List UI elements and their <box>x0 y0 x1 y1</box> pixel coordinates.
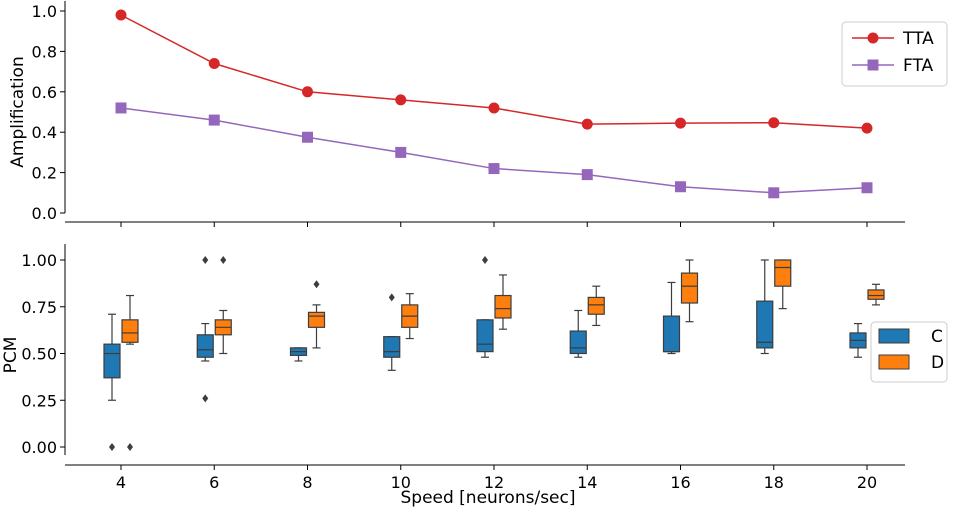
box-outlier-c <box>202 256 209 264</box>
legend-marker-fta <box>867 59 879 71</box>
box-d <box>494 294 512 319</box>
box-outlier-c <box>202 394 209 403</box>
pcm-x-tick-label: 10 <box>391 473 411 492</box>
legend-label-c: C <box>931 327 943 347</box>
box-outlier-c <box>388 293 395 302</box>
pcm-y-tick-label: 1.00 <box>21 251 57 270</box>
legend-marker-tta <box>867 32 879 44</box>
legend-label-d: D <box>931 353 944 373</box>
legend-label-tta: TTA <box>902 29 934 49</box>
amplification-y-tick-label: 0.4 <box>32 123 57 142</box>
series-point-fta <box>302 131 313 143</box>
series-point-fta <box>395 146 407 158</box>
series-point-fta <box>861 182 873 194</box>
box-d <box>680 272 699 304</box>
series-point-fta <box>208 114 220 126</box>
pcm-y-tick-label: 0.00 <box>21 438 57 457</box>
box-d <box>121 319 139 343</box>
amplification-legend: TTA FTA <box>841 21 948 87</box>
legend-patch-c <box>878 328 910 344</box>
series-point-tta <box>488 102 500 114</box>
box-d <box>307 311 326 328</box>
series-point-tta <box>861 122 873 134</box>
series-point-tta <box>768 117 780 129</box>
box-outlier-d <box>127 443 133 451</box>
pcm-axis-label: PCM <box>1 337 21 374</box>
series-point-fta <box>768 187 780 199</box>
box-c <box>756 300 774 349</box>
amplification-y-tick-label: 0.0 <box>32 204 57 223</box>
box-c <box>103 343 121 379</box>
amplification-y-tick-label: 0.6 <box>32 83 57 102</box>
box-c <box>476 319 494 353</box>
box-outlier-c <box>482 256 488 264</box>
pcm-x-tick-label: 4 <box>116 473 126 492</box>
pcm-y-tick-label: 0.50 <box>21 345 57 364</box>
box-d <box>774 259 792 287</box>
pcm-legend: CD <box>870 321 948 383</box>
pcm-panel: 0.00 0.25 0.50 0.75 1.00 4 6 8 10 12 14 16 18 20 CD <box>21 244 948 492</box>
legend-patch-d <box>878 354 910 370</box>
box-c <box>662 315 681 353</box>
series-line-fta <box>120 107 868 194</box>
pcm-x-tick-label: 14 <box>577 473 597 492</box>
box-c <box>383 336 401 358</box>
amplification-axis-label: Amplification <box>8 56 28 167</box>
series-point-tta <box>395 94 407 106</box>
pcm-y-tick-label: 0.25 <box>21 391 57 410</box>
series-point-tta <box>675 117 686 129</box>
box-outlier-d <box>220 256 227 264</box>
series-point-tta <box>581 118 593 130</box>
amplification-y-tick-label: 0.2 <box>32 164 57 183</box>
legend-label-fta: FTA <box>903 56 934 76</box>
box-d <box>867 289 885 300</box>
box-d <box>587 296 605 315</box>
series-point-fta <box>581 169 593 181</box>
pcm-x-tick-label: 20 <box>857 473 877 492</box>
pcm-x-tick-label: 6 <box>209 473 219 492</box>
pcm-x-tick-label: 16 <box>670 473 690 492</box>
pcm-x-tick-label: 12 <box>484 473 504 492</box>
pcm-y-tick-label: 0.75 <box>21 298 57 317</box>
series-point-fta <box>488 163 500 175</box>
pcm-x-tick-label: 8 <box>302 473 312 492</box>
series-point-tta <box>302 86 313 98</box>
box-c <box>569 330 587 355</box>
series-point-tta <box>115 9 127 21</box>
box-outlier-c <box>109 443 115 451</box>
pcm-x-tick-label: 18 <box>764 473 784 492</box>
box-c <box>196 334 214 358</box>
box-outlier-d <box>313 280 320 289</box>
amplification-y-tick-label: 0.8 <box>32 42 57 61</box>
amplification-y-tick-label: 1.0 <box>32 2 57 21</box>
amplification-panel: 0.0 0.2 0.4 0.6 0.8 1.0 TTA FTA <box>32 1 948 227</box>
series-point-tta <box>208 58 220 70</box>
series-point-fta <box>675 181 686 193</box>
series-point-fta <box>115 102 127 114</box>
speed-axis-label: Speed [neurons/sec] <box>400 488 575 508</box>
